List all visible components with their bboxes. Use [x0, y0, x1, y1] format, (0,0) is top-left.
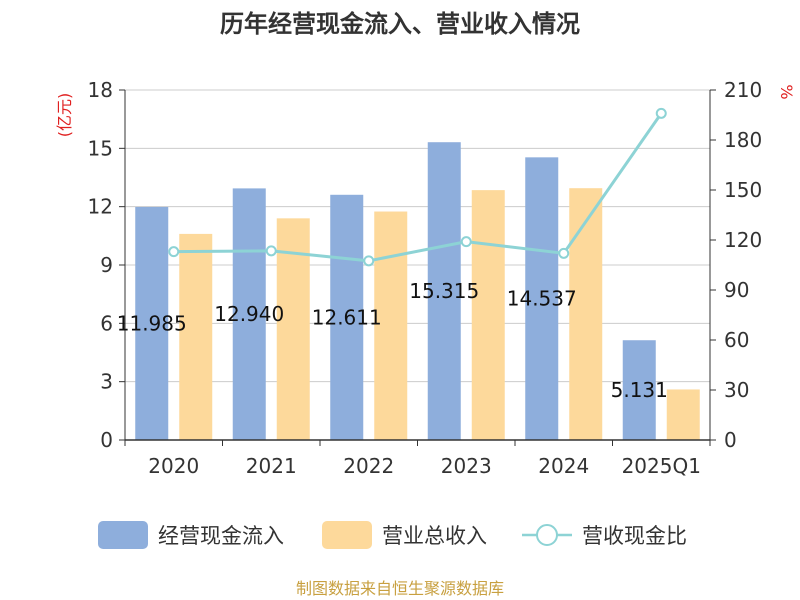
- bar-cash-inflow: [622, 340, 656, 440]
- left-tick-label: 0: [100, 428, 113, 452]
- left-tick-label: 15: [88, 136, 113, 160]
- right-tick-label: 180: [724, 128, 762, 152]
- right-tick-label: 30: [724, 378, 749, 402]
- left-axis-unit: (亿元): [55, 93, 74, 138]
- bar-revenue: [374, 211, 408, 440]
- ratio-point: [460, 236, 472, 248]
- bars: [135, 142, 700, 441]
- source-note: 制图数据来自恒生聚源数据库: [296, 579, 504, 598]
- ratio-point: [265, 245, 277, 257]
- x-tick-label: 2022: [343, 454, 394, 478]
- left-tick-label: 9: [100, 253, 113, 277]
- x-tick-label: 2021: [246, 454, 297, 478]
- right-tick-label: 120: [724, 228, 762, 252]
- chart-title: 历年经营现金流入、营业收入情况: [220, 10, 580, 38]
- legend-marker: [536, 524, 558, 546]
- legend-label: 营收现金比: [582, 524, 687, 548]
- x-tick-label: 2024: [538, 454, 589, 478]
- ratio-point: [655, 107, 667, 119]
- bar-revenue: [666, 389, 700, 440]
- x-tick-label: 2025Q1: [622, 454, 701, 478]
- right-tick-label: 60: [724, 328, 749, 352]
- ratio-line: [168, 107, 667, 267]
- bar-revenue: [569, 188, 603, 440]
- bar-revenue: [471, 190, 505, 440]
- data-labels: 11.985 12.940 12.611 15.315 14.537 5.131: [117, 279, 668, 402]
- legend-item: 营收现金比: [522, 524, 687, 548]
- ratio-line-path: [173, 112, 663, 263]
- legend-swatch: [98, 521, 148, 549]
- legend-label: 营业总收入: [382, 524, 487, 548]
- bar-data-label: 12.940: [214, 302, 284, 326]
- legend-item: 营业总收入: [322, 521, 487, 549]
- right-tick-label: 90: [724, 278, 749, 302]
- bar-cash-inflow: [232, 188, 266, 440]
- bar-data-label: 11.985: [117, 311, 187, 335]
- left-tick-label: 6: [100, 311, 113, 335]
- ratio-point: [168, 246, 180, 258]
- right-tick-label: 150: [724, 178, 762, 202]
- left-tick-label: 18: [88, 78, 113, 102]
- legend: 经营现金流入 营业总收入 营收现金比: [98, 521, 687, 549]
- bar-data-label: 14.537: [507, 287, 577, 311]
- ratio-point: [558, 247, 570, 259]
- left-tick-label: 3: [100, 370, 113, 394]
- legend-item: 经营现金流入: [98, 521, 284, 549]
- bar-cash-inflow: [330, 194, 364, 440]
- x-tick-label: 2023: [441, 454, 492, 478]
- left-tick-label: 12: [88, 195, 113, 219]
- legend-label: 经营现金流入: [158, 524, 284, 548]
- bar-cash-inflow: [135, 206, 169, 440]
- bar-data-label: 15.315: [409, 279, 479, 303]
- grid-lines: [125, 89, 710, 383]
- x-tick-label: 2020: [148, 454, 199, 478]
- bar-cash-inflow: [427, 142, 461, 441]
- bar-revenue: [179, 233, 213, 440]
- right-axis-unit: %: [777, 84, 796, 99]
- ratio-point: [363, 255, 375, 267]
- bar-data-label: 5.131: [611, 378, 668, 402]
- bar-cash-inflow: [525, 157, 559, 440]
- legend-swatch: [322, 521, 372, 549]
- right-tick-label: 0: [724, 428, 737, 452]
- bar-data-label: 12.611: [312, 305, 382, 329]
- right-tick-label: 210: [724, 78, 762, 102]
